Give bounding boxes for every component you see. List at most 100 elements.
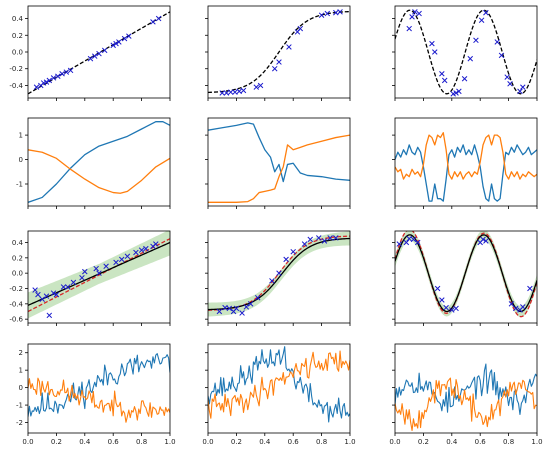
axes-frame [207,343,351,434]
data-point [243,304,250,310]
axes-frame [207,230,351,324]
x-tick-label: 0.8 [316,438,327,446]
data-point [333,235,339,241]
data-point [91,53,98,59]
data-point [253,84,260,90]
series-line-orange [208,134,350,203]
noisy-series-blue [208,346,350,423]
plot-area [28,121,170,203]
axes-frame [394,343,538,434]
series-line-blue [28,121,170,203]
data-point [239,310,245,316]
data-point [441,77,448,84]
axes-frame [207,117,351,207]
data-point [254,294,261,301]
confidence-band [395,231,537,318]
series-line-blue [208,122,350,183]
x-tick-label: 1.0 [164,438,175,446]
x-tick-label: 0.2 [418,438,429,446]
subplot-r1c1 [205,117,351,209]
axes-frame [394,230,538,324]
noisy-series-orange [395,377,537,431]
subplot-r1c0: 1 0 -1 [16,117,171,209]
confidence-band [208,231,350,317]
data-point [121,35,128,42]
data-point [67,67,74,74]
y-tick-label: 1 [19,132,23,140]
data-point [318,12,325,18]
data-point [124,253,131,260]
noisy-series-blue [395,363,537,415]
data-point [59,70,65,77]
data-point [473,37,479,44]
data-point [461,76,468,82]
data-point [223,90,230,96]
data-point [96,270,102,276]
subplot-r0c2 [392,5,538,101]
data-point [504,74,510,80]
data-point [409,14,415,20]
x-tick-label: 0.0 [202,438,213,446]
x-tick-label: 0.6 [288,438,300,446]
plot-area [395,363,537,431]
data-point [143,245,149,252]
data-point [232,89,238,95]
data-point [247,301,254,307]
plot-area [208,9,350,96]
data-point [63,69,70,75]
x-tick-label: 0.8 [503,438,514,446]
data-point [297,25,304,32]
subplot-r2c0: 0.4 0.2 0.0 -0.2 -0.4 -0.6 [9,230,171,326]
y-tick-label: 0.2 [12,254,23,262]
data-point [227,89,234,95]
data-point [396,241,403,247]
plot-area [208,231,350,317]
data-point [55,73,61,80]
y-tick-label: -1 [16,402,23,410]
data-point [257,82,264,89]
y-tick-label: 0.4 [12,239,24,247]
noisy-series-orange [28,377,170,423]
data-point [527,285,533,292]
data-point [276,59,282,65]
data-point [79,275,85,281]
data-point [478,17,485,23]
data-point [233,305,240,312]
subplot-r2c1 [205,230,351,326]
data-point [35,291,41,298]
data-point [508,301,515,307]
data-point [512,305,519,312]
data-point [406,25,412,32]
data-point [439,297,445,303]
data-point [138,247,145,253]
series-line-orange [28,149,170,194]
series-line-blue [395,144,537,202]
data-point [453,305,459,312]
data-point [321,238,328,244]
data-point [118,256,125,263]
data-point [324,10,331,17]
x-tick-label: 1.0 [344,438,355,446]
data-point [494,39,500,45]
plot-area [28,353,170,423]
data-point [43,79,50,85]
subplot-r0c1 [205,5,351,101]
data-point [60,284,67,290]
y-tick-label: -0.4 [9,82,23,90]
series-line-black [208,10,350,94]
y-tick-label: -1 [16,181,23,189]
subplot-r3c1: 0.0 0.2 0.4 0.6 0.8 1.0 [202,343,356,446]
data-point [219,90,225,96]
x-tick-label: 1.0 [531,438,542,446]
data-point [337,9,343,15]
plot-area [208,122,350,203]
data-point [70,279,77,286]
y-tick-label: 1 [19,367,23,375]
y-tick-label: 2 [19,349,23,357]
data-point [453,90,459,96]
y-tick-label: 0.4 [12,15,24,23]
data-point [269,278,275,284]
y-tick-label: 0 [19,156,23,164]
x-tick-label: 0.4 [259,438,271,446]
data-point [126,33,132,39]
